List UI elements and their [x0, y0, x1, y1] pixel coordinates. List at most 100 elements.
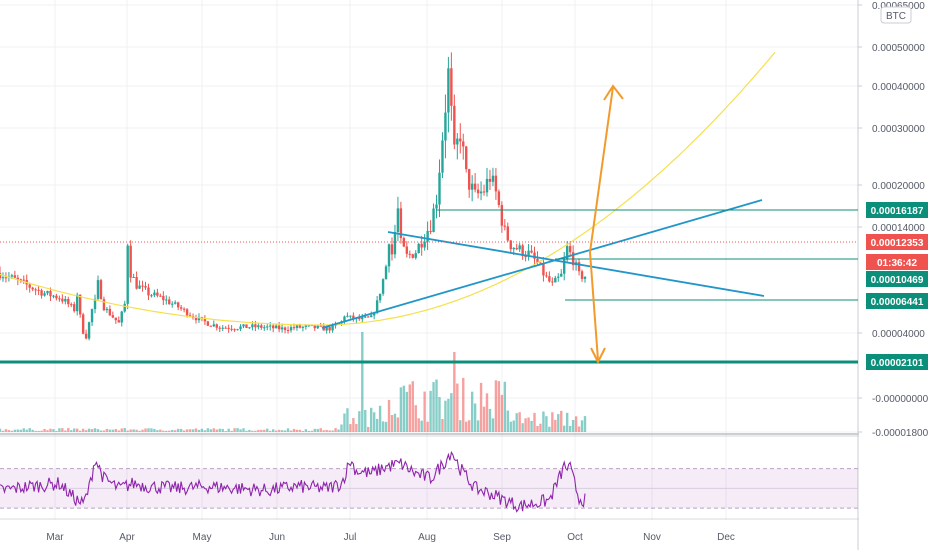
volume-bar	[239, 429, 242, 432]
candle-body	[61, 298, 64, 302]
down-arrow-head	[590, 347, 606, 365]
candle-body	[518, 245, 521, 250]
price-axis[interactable]: 0.000650000.000500000.000400000.00030000…	[858, 0, 932, 550]
candle-body	[138, 285, 141, 289]
candle-body	[372, 312, 376, 316]
volume-bar	[147, 428, 150, 432]
candle-body	[367, 316, 370, 318]
candle-body	[194, 317, 198, 321]
candle-body	[182, 308, 186, 310]
volume-bar	[459, 420, 462, 432]
candle-body	[515, 247, 518, 250]
volume-bar	[286, 428, 290, 432]
candle-body	[206, 321, 210, 326]
volume-bar	[364, 409, 367, 432]
candle-body	[31, 287, 34, 290]
candle-body	[76, 294, 79, 312]
volume-bar	[304, 429, 308, 432]
candle-body	[1, 277, 5, 279]
volume-bar	[423, 391, 426, 432]
volume-bar	[295, 429, 299, 432]
candle-body	[286, 330, 290, 332]
candle-body	[233, 329, 236, 331]
candle-body	[331, 325, 334, 331]
volume-bar	[462, 377, 465, 432]
candle-body	[114, 317, 118, 321]
volume-bar	[248, 429, 251, 432]
volume-bar	[102, 430, 106, 432]
volume-bar	[384, 421, 388, 432]
price-tag-label: 0.00016187	[871, 206, 924, 217]
volume-bar	[465, 421, 468, 432]
volume-bar	[179, 428, 183, 432]
volume-bar	[563, 425, 566, 432]
volume-bar	[399, 387, 403, 432]
candle-body	[432, 208, 435, 232]
candle-body	[426, 230, 429, 242]
candle-body	[479, 191, 483, 194]
candle-body	[405, 246, 409, 254]
volume-bar	[224, 430, 227, 432]
candle-body	[215, 324, 218, 328]
candle-body	[230, 328, 233, 330]
volume-bar	[188, 429, 192, 432]
volume-bar	[375, 418, 379, 432]
rsi-line	[0, 450, 586, 513]
candle-body	[364, 316, 367, 318]
time-tick-label: Jun	[269, 532, 285, 543]
volume-bar	[396, 417, 400, 432]
candle-body	[111, 315, 115, 318]
price-tag-level: 0.00016187	[866, 202, 928, 218]
volume-bar	[340, 424, 343, 432]
volume-bar	[352, 418, 355, 432]
candle-body	[105, 308, 109, 311]
candle-body	[0, 272, 2, 279]
volume-bar	[497, 381, 501, 432]
volume-bar	[444, 400, 447, 432]
candle-body	[491, 175, 495, 182]
volume-bar	[141, 429, 144, 432]
volume-bar	[521, 423, 524, 432]
volume-bar	[473, 403, 477, 432]
volume-bar	[19, 429, 22, 432]
rsi-pane: 80.0040.00	[0, 450, 894, 513]
volume-bar	[242, 428, 245, 432]
volume-bar	[203, 430, 207, 432]
volume-bar	[10, 430, 14, 432]
volume-bar	[355, 424, 358, 432]
volume-bar	[171, 429, 174, 432]
candle-body	[263, 327, 266, 329]
volume-bars	[0, 332, 587, 432]
volume-bar	[349, 424, 352, 432]
price-tick-label: 0.00040000	[872, 82, 925, 93]
candle-body	[301, 326, 305, 328]
candle-body	[349, 315, 352, 317]
price-tag-bg	[866, 271, 928, 287]
volume-bar	[260, 429, 263, 432]
volume-bar	[494, 380, 498, 432]
volume-bar	[429, 390, 432, 432]
candle-body	[55, 295, 58, 299]
volume-bar	[105, 428, 109, 432]
candle-body	[141, 285, 144, 287]
volume-bar	[176, 428, 180, 432]
volume-bar	[316, 428, 319, 432]
volume-bar	[114, 429, 118, 432]
volume-bar	[227, 428, 230, 432]
volume-bar	[221, 428, 224, 432]
candle-body	[123, 303, 126, 312]
volume-bar	[503, 381, 507, 432]
volume-bar	[515, 413, 518, 432]
volume-bar	[450, 393, 453, 432]
volume-bar	[292, 428, 296, 432]
candle-body	[129, 245, 132, 278]
up-arrow-head	[603, 84, 624, 101]
candle-body	[551, 281, 554, 283]
candle-body	[174, 302, 177, 304]
volume-bar	[298, 429, 302, 432]
time-axis[interactable]: Mar Apr May Jun Jul Aug Sep Oct Nov Dec	[46, 532, 735, 543]
volume-bar	[52, 429, 55, 432]
volume-bar	[343, 413, 346, 432]
